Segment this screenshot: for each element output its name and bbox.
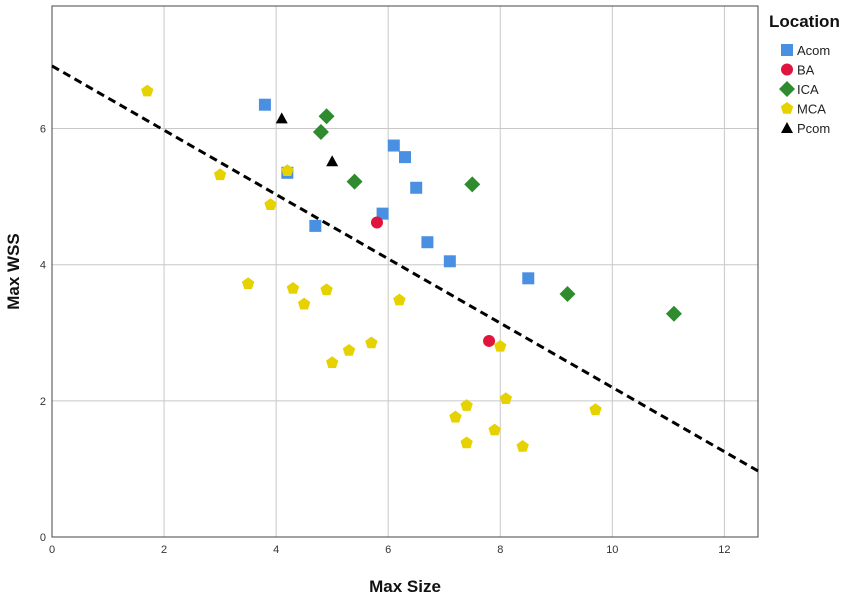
mca-point — [141, 84, 154, 97]
legend-label-mca: MCA — [797, 102, 826, 117]
legend-label-acom: Acom — [797, 43, 830, 58]
ica-point — [312, 123, 329, 140]
mca-point — [281, 164, 294, 176]
mca-point — [213, 168, 227, 181]
mca-point — [320, 283, 333, 296]
acom-point — [421, 236, 434, 249]
series-acom — [258, 98, 535, 285]
mca-point — [449, 410, 462, 423]
x-tick-label: 0 — [49, 544, 55, 556]
mca-point — [297, 297, 311, 310]
grid-lines — [52, 6, 758, 537]
data-points — [141, 84, 682, 452]
fit-line — [51, 64, 759, 473]
acom-point — [309, 219, 322, 232]
ica-point — [318, 108, 335, 125]
ba-point — [370, 216, 383, 229]
x-tick-label: 6 — [385, 544, 391, 556]
x-tick-label: 10 — [606, 544, 618, 556]
mca-point — [589, 403, 602, 415]
fit-line-layer — [51, 64, 759, 473]
y-tick-label: 6 — [40, 124, 46, 136]
mca-point — [460, 436, 473, 449]
legend-mca-icon — [780, 102, 794, 114]
mca-point — [365, 336, 378, 349]
legend-ica-icon — [779, 81, 795, 97]
acom-point — [399, 151, 411, 164]
series-ica — [312, 108, 682, 322]
plot-area — [51, 5, 759, 538]
series-ba — [370, 216, 496, 347]
series-pcom — [275, 112, 339, 167]
acom-point — [443, 255, 456, 268]
legend-pcom-icon — [781, 122, 793, 133]
mca-point — [325, 356, 339, 368]
x-axis-title: Max Size — [369, 577, 441, 596]
x-tick-label: 2 — [161, 544, 167, 556]
acom-point — [258, 98, 271, 111]
pcom-point — [275, 112, 288, 124]
y-tick-label: 0 — [40, 532, 46, 544]
mca-point — [342, 343, 356, 356]
x-tick-label: 12 — [718, 544, 730, 556]
mca-point — [393, 293, 406, 306]
mca-point — [241, 277, 255, 290]
mca-point — [286, 282, 300, 294]
mca-point — [460, 399, 473, 411]
ica-point — [464, 176, 481, 193]
ica-point — [559, 285, 576, 302]
x-tick-label: 4 — [273, 544, 279, 556]
legend-acom-icon — [781, 44, 793, 56]
x-tick-label: 8 — [497, 544, 503, 556]
mca-point — [494, 339, 507, 352]
y-tick-label: 2 — [40, 396, 46, 408]
legend-title: Location — [769, 12, 840, 31]
mca-point — [499, 392, 513, 405]
mca-point — [516, 439, 529, 452]
acom-point — [376, 207, 389, 220]
y-tick-label: 4 — [40, 260, 46, 272]
ba-point — [483, 334, 496, 347]
tick-labels: 0 2 4 6 8 10 12 0 2 4 6 — [40, 124, 731, 556]
y-axis-title: Max WSS — [4, 233, 23, 310]
acom-point — [522, 272, 535, 285]
acom-point — [387, 139, 400, 152]
acom-point — [410, 181, 423, 194]
legend-ba-icon — [781, 63, 793, 76]
pcom-point — [326, 155, 339, 167]
legend-label-pcom: Pcom — [797, 121, 830, 136]
legend: Location Acom BA ICA MCA Pcom — [769, 12, 840, 136]
ica-point — [346, 173, 363, 190]
legend-label-ba: BA — [797, 63, 815, 78]
ica-point — [665, 305, 682, 322]
legend-label-ica: ICA — [797, 82, 819, 97]
mca-point — [264, 198, 277, 211]
mca-point — [488, 423, 501, 436]
series-mca — [141, 84, 602, 452]
